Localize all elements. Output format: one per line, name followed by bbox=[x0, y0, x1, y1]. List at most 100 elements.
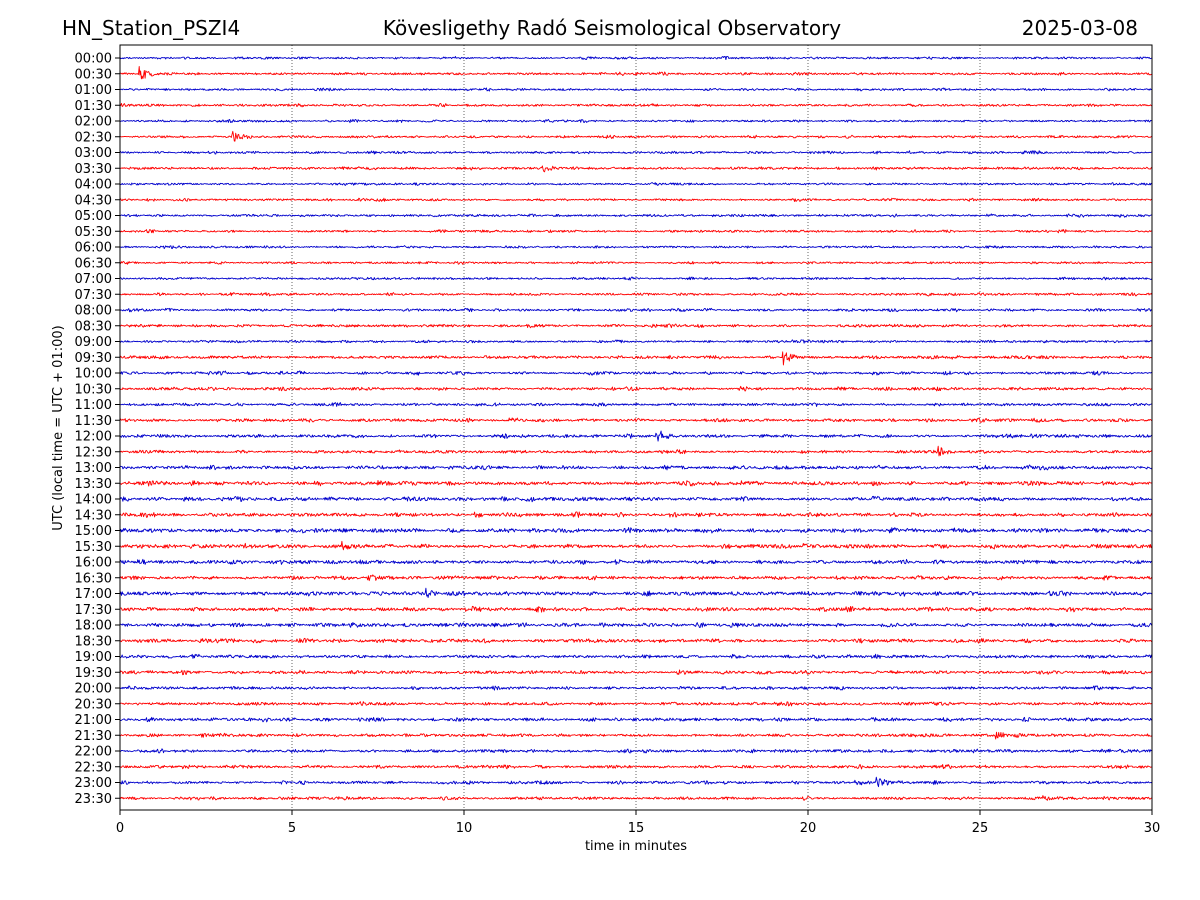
x-tick-label: 5 bbox=[288, 821, 296, 836]
y-tick-label: 10:30 bbox=[75, 382, 112, 397]
trace-0930 bbox=[119, 351, 1153, 366]
trace-1300 bbox=[119, 464, 1153, 471]
y-tick-label: 02:00 bbox=[75, 115, 112, 130]
trace-2130 bbox=[119, 731, 1153, 740]
trace-1400 bbox=[119, 495, 1153, 503]
trace-1230 bbox=[119, 445, 1153, 457]
y-tick-label: 06:30 bbox=[75, 256, 112, 271]
y-tick-label: 20:30 bbox=[75, 697, 112, 712]
trace-0800 bbox=[119, 307, 1153, 313]
trace-0300 bbox=[119, 150, 1153, 155]
trace-2000 bbox=[119, 685, 1153, 691]
y-tick-label: 19:30 bbox=[75, 666, 112, 681]
trace-0230 bbox=[119, 130, 1153, 142]
observatory-title: Kövesligethy Radó Seismological Observat… bbox=[382, 16, 842, 40]
trace-1200 bbox=[119, 430, 1153, 442]
trace-0500 bbox=[119, 213, 1153, 218]
y-tick-label: 12:00 bbox=[75, 430, 112, 445]
trace-1430 bbox=[119, 511, 1153, 518]
trace-1330 bbox=[119, 480, 1153, 487]
y-tick-label: 05:00 bbox=[75, 209, 112, 224]
trace-1600 bbox=[119, 558, 1153, 565]
trace-0100 bbox=[119, 87, 1153, 92]
y-tick-label: 23:00 bbox=[75, 776, 112, 791]
y-tick-label: 10:00 bbox=[75, 367, 112, 382]
y-tick-label: 18:30 bbox=[75, 634, 112, 649]
x-tick-label: 15 bbox=[628, 821, 645, 836]
trace-2100 bbox=[119, 716, 1153, 723]
trace-1830 bbox=[119, 637, 1153, 644]
y-tick-label: 16:00 bbox=[75, 556, 112, 571]
x-axis-label: time in minutes bbox=[585, 839, 687, 854]
y-tick-label: 09:30 bbox=[75, 351, 112, 366]
y-tick-label: 18:00 bbox=[75, 619, 112, 634]
x-axis-ticks: 0 5 10 15 20 25 30 bbox=[116, 810, 1160, 836]
y-tick-label: 04:00 bbox=[75, 178, 112, 193]
y-tick-label: 16:30 bbox=[75, 571, 112, 586]
y-tick-label: 08:00 bbox=[75, 304, 112, 319]
y-axis-label: UTC (local time = UTC + 01:00) bbox=[51, 325, 66, 530]
y-tick-label: 13:30 bbox=[75, 477, 112, 492]
trace-1130 bbox=[119, 417, 1153, 423]
trace-0030 bbox=[119, 66, 1153, 80]
y-tick-label: 01:00 bbox=[75, 83, 112, 98]
trace-1100 bbox=[119, 402, 1153, 407]
y-tick-label: 00:00 bbox=[75, 52, 112, 67]
y-tick-label: 11:00 bbox=[75, 398, 112, 413]
y-tick-label: 15:30 bbox=[75, 540, 112, 555]
trace-1030 bbox=[119, 385, 1153, 392]
x-tick-label: 0 bbox=[116, 821, 124, 836]
y-tick-label: 09:00 bbox=[75, 335, 112, 350]
y-tick-label: 15:00 bbox=[75, 524, 112, 539]
trace-2300 bbox=[119, 776, 1153, 788]
y-tick-label: 01:30 bbox=[75, 99, 112, 114]
trace-0400 bbox=[119, 182, 1153, 186]
y-tick-label: 21:30 bbox=[75, 729, 112, 744]
y-tick-label: 22:00 bbox=[75, 745, 112, 760]
x-tick-label: 20 bbox=[800, 821, 817, 836]
y-tick-label: 07:00 bbox=[75, 272, 112, 287]
y-tick-label: 05:30 bbox=[75, 225, 112, 240]
seismic-traces bbox=[119, 55, 1153, 801]
y-axis-ticks: 00:0000:3001:0001:3002:0002:3003:0003:30… bbox=[75, 52, 120, 807]
trace-0700 bbox=[119, 276, 1153, 281]
x-tick-label: 10 bbox=[456, 821, 473, 836]
trace-0830 bbox=[119, 323, 1153, 329]
grid-lines bbox=[291, 45, 981, 810]
trace-1700 bbox=[119, 587, 1153, 598]
trace-1730 bbox=[119, 605, 1153, 613]
x-tick-label: 25 bbox=[972, 821, 989, 836]
trace-0630 bbox=[119, 261, 1153, 265]
record-date: 2025-03-08 bbox=[1021, 16, 1138, 40]
y-tick-label: 19:00 bbox=[75, 650, 112, 665]
trace-0430 bbox=[119, 197, 1153, 202]
y-tick-label: 17:00 bbox=[75, 587, 112, 602]
trace-2230 bbox=[119, 764, 1153, 770]
trace-0330 bbox=[119, 165, 1153, 173]
trace-2200 bbox=[119, 748, 1153, 754]
y-tick-label: 17:30 bbox=[75, 603, 112, 618]
y-tick-label: 14:30 bbox=[75, 508, 112, 523]
y-tick-label: 07:30 bbox=[75, 288, 112, 303]
trace-0600 bbox=[119, 245, 1153, 250]
y-tick-label: 06:00 bbox=[75, 241, 112, 256]
y-tick-label: 02:30 bbox=[75, 130, 112, 145]
trace-0200 bbox=[119, 118, 1153, 124]
y-tick-label: 03:00 bbox=[75, 146, 112, 161]
y-tick-label: 03:30 bbox=[75, 162, 112, 177]
trace-1530 bbox=[119, 540, 1153, 551]
y-tick-label: 00:30 bbox=[75, 67, 112, 82]
y-tick-label: 13:00 bbox=[75, 461, 112, 476]
trace-1800 bbox=[119, 622, 1153, 628]
trace-2330 bbox=[119, 795, 1153, 801]
station-name: HN_Station_PSZI4 bbox=[62, 16, 241, 40]
y-tick-label: 20:00 bbox=[75, 682, 112, 697]
y-tick-label: 14:00 bbox=[75, 493, 112, 508]
trace-2030 bbox=[119, 701, 1153, 707]
y-tick-label: 22:30 bbox=[75, 760, 112, 775]
trace-1930 bbox=[119, 669, 1153, 676]
trace-1630 bbox=[119, 574, 1153, 582]
y-tick-label: 04:30 bbox=[75, 193, 112, 208]
y-tick-label: 23:30 bbox=[75, 792, 112, 807]
